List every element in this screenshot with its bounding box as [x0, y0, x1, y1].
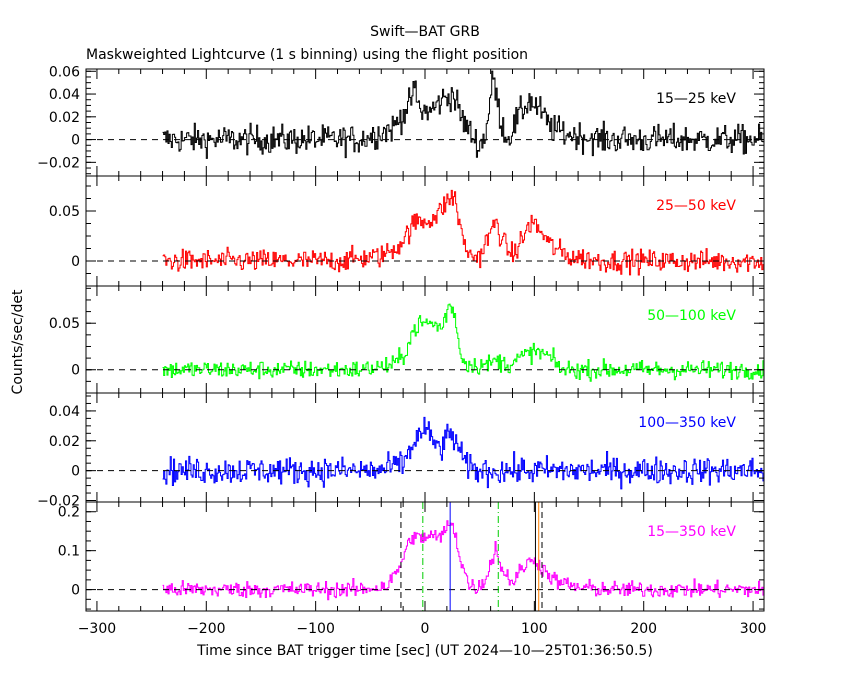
panel-frame-3 — [85, 392, 765, 503]
band-label-2: 50—100 keV — [647, 308, 736, 324]
panel-4: 0 0.1 0.2 15—350 keV — [58, 501, 765, 612]
x-axis-label: Time since BAT trigger time [sec] (UT 20… — [196, 643, 653, 659]
y-axis-label: Counts/sec/det — [10, 289, 26, 394]
panel-1: 0 0.05 25—50 keV — [49, 175, 765, 287]
y-tick-label: 0.04 — [49, 404, 80, 420]
band-label-3: 100—350 keV — [638, 415, 736, 431]
y-tick-label: 0.02 — [49, 434, 80, 450]
band-label-1: 25—50 keV — [656, 198, 736, 214]
y-tick-label: 0.04 — [49, 87, 80, 103]
y-tick-label: 0 — [71, 133, 80, 149]
y-tick-label: −0.02 — [37, 494, 80, 510]
y-tick-label: −0.02 — [37, 155, 80, 171]
y-tick-label: 0 — [71, 363, 80, 379]
chart-subtitle: Maskweighted Lightcurve (1 s binning) us… — [86, 47, 528, 63]
y-tick-label: 0.2 — [58, 505, 80, 521]
panels-group: −0.02 0 0.02 0.04 0.06 15—25 keV 0 0.05 25—50 ke… — [37, 64, 766, 637]
band-label-4: 15—350 keV — [647, 524, 736, 540]
y-tick-label: 0.02 — [49, 110, 80, 126]
x-tick-label: 0 — [421, 621, 430, 637]
x-tick-label: −100 — [296, 621, 334, 637]
panel-0: −0.02 0 0.02 0.04 0.06 15—25 keV — [37, 64, 765, 177]
series-line-2 — [162, 303, 764, 382]
y-tick-label: 0 — [71, 254, 80, 270]
band-label-0: 15—25 keV — [656, 91, 736, 107]
series-line-0 — [162, 70, 764, 159]
panel-3: −0.02 0 0.02 0.04 100—350 keV — [37, 392, 765, 510]
x-tick-label: −200 — [187, 621, 225, 637]
series-line-3 — [162, 416, 764, 490]
panel-frame-1 — [85, 175, 765, 287]
x-tick-label: −300 — [78, 621, 116, 637]
y-tick-label: 0 — [71, 464, 80, 480]
x-tick-label: 300 — [740, 621, 767, 637]
y-tick-label: 0.05 — [49, 204, 80, 220]
y-tick-label: 0.1 — [58, 544, 80, 560]
panel-2: 0 0.05 50—100 keV — [49, 285, 765, 394]
x-tick-label: 200 — [630, 621, 657, 637]
y-tick-label: 0.06 — [49, 64, 80, 80]
chart-title: Swift—BAT GRB — [370, 24, 480, 40]
x-tick-label: 100 — [521, 621, 548, 637]
y-tick-label: 0 — [71, 583, 80, 599]
panel-frame-0 — [85, 68, 765, 177]
panel-frame-2 — [85, 285, 765, 394]
panel-frame-4 — [85, 501, 765, 612]
y-tick-label: 0.05 — [49, 316, 80, 332]
series-line-1 — [162, 189, 764, 276]
